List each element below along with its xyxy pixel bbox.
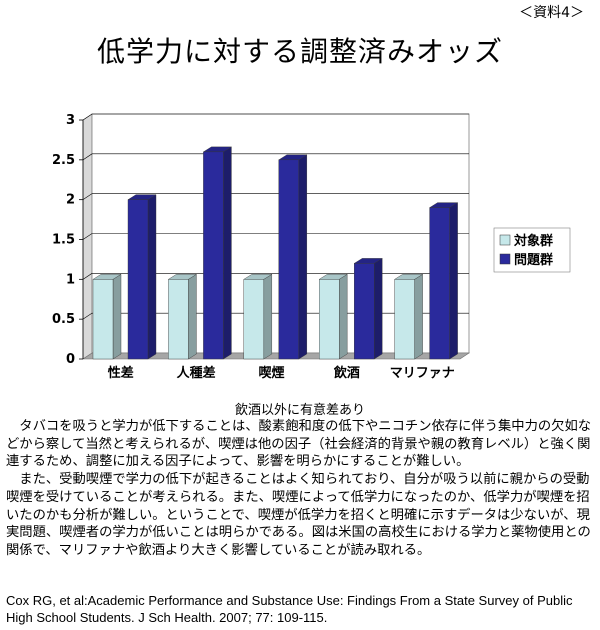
legend-label: 問題群: [514, 252, 553, 268]
bar: [127, 199, 149, 360]
y-tick-label: 0: [66, 352, 75, 367]
x-tick-label: 性差: [108, 365, 134, 381]
bar-side: [374, 258, 383, 360]
y-tick-label: 0.5: [52, 312, 75, 327]
gridline: [82, 233, 469, 240]
bar: [92, 279, 114, 360]
x-tick-label: 飲酒: [333, 365, 360, 381]
bar: [168, 279, 189, 360]
bar-side: [223, 146, 232, 360]
bar: [354, 263, 375, 360]
bar: [203, 151, 224, 360]
bar-side: [147, 194, 157, 360]
paragraph-1: タバコを吸うと学力が低下することは、酸素飽和度の低下やニコチン依存に伴う集中力の…: [6, 419, 592, 470]
document-reference: ＜資料4＞: [519, 5, 584, 21]
bar-side: [112, 273, 122, 360]
legend-swatch: [499, 234, 511, 246]
paragraph-2: また、受動喫煙で学力の低下が起きることはよく知られており、自分が吸う以前に親から…: [6, 472, 591, 558]
bar: [394, 279, 415, 360]
gridline: [82, 113, 469, 121]
y-tick-label: 1: [66, 272, 75, 287]
body-text: タバコを吸うと学力が低下することは、酸素飽和度の低下やニコチン依存に伴う集中力の…: [6, 418, 596, 560]
x-tick-label: 喫煙: [258, 365, 284, 381]
bar: [429, 207, 450, 360]
bar: [243, 279, 265, 360]
page-title: 低学力に対する調整済みオッズ: [96, 35, 503, 68]
bar-side: [263, 273, 272, 360]
bar: [278, 159, 299, 360]
gridline: [82, 193, 469, 200]
gridline: [82, 153, 469, 161]
citation: Cox RG, et al:Academic Performance and S…: [6, 593, 573, 625]
y-tick-label: 2: [66, 193, 75, 208]
legend-label: 対象群: [513, 233, 553, 249]
y-tick-label: 1.5: [52, 233, 75, 248]
x-tick-label: 人種差: [177, 365, 216, 381]
bar-side: [449, 202, 458, 360]
legend-swatch: [499, 253, 511, 265]
y-tick-label: 3: [66, 113, 75, 128]
bar-side: [298, 154, 307, 360]
y-tick-label: 2.5: [52, 153, 75, 168]
x-tick-label: マリファナ: [390, 366, 455, 381]
bar-side: [188, 273, 197, 360]
bar-side: [339, 273, 348, 360]
bar: [319, 279, 340, 360]
chart-note: 飲酒以外に有意差あり: [234, 403, 365, 418]
bar-side: [414, 273, 423, 360]
gridline: [82, 273, 469, 280]
